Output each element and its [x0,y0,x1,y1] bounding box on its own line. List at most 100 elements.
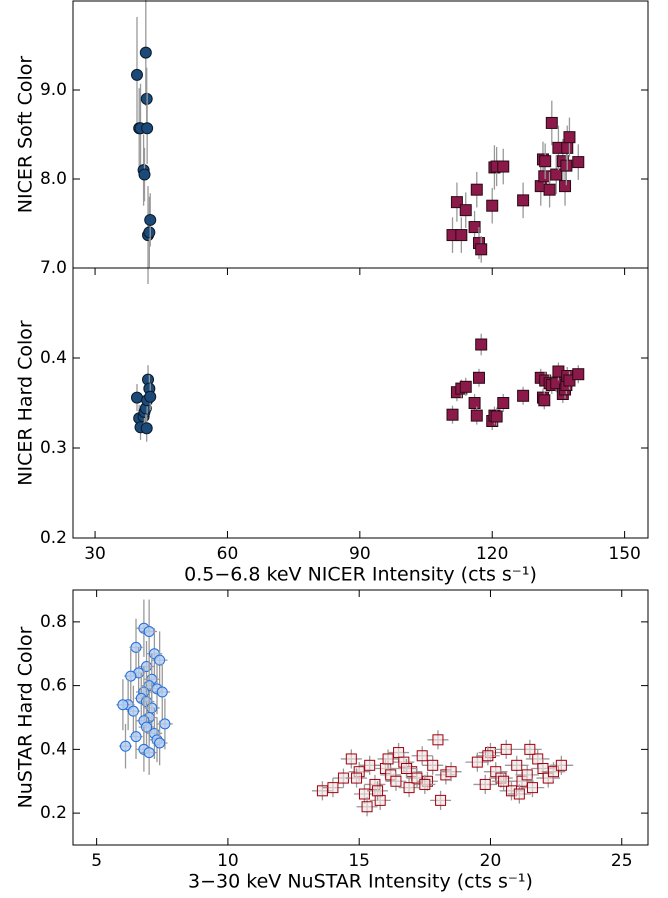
x-tick-label: 150 [608,544,640,564]
point [143,226,156,239]
point [500,743,512,755]
point [120,740,132,752]
point [143,747,155,759]
x-tick-label: 15 [348,851,370,871]
y-tick-label: 0.2 [40,803,67,823]
point [521,769,533,781]
point [450,196,463,209]
point [144,390,157,403]
point [403,782,415,794]
point [543,183,556,196]
point [445,766,457,778]
point [327,782,339,794]
point [130,68,143,81]
point [532,753,544,765]
point [411,772,423,784]
point [547,766,559,778]
point [482,750,494,762]
point [130,731,142,743]
point [486,199,499,212]
point [400,763,412,774]
point [345,753,357,765]
point [419,778,431,790]
point [538,394,551,407]
point [416,750,428,762]
point [561,141,574,154]
point [364,759,376,771]
point [130,391,143,404]
point [117,699,129,711]
point [545,116,558,129]
x-tick-label: 5 [91,851,102,871]
point [559,180,572,193]
point [470,183,483,196]
point [146,702,158,714]
point [125,670,137,682]
point [316,785,328,797]
point [393,747,405,759]
point [141,122,154,135]
point [517,389,530,402]
point [382,753,394,765]
plot-frame [72,589,649,846]
point [475,243,488,256]
point [471,756,483,768]
point [563,374,576,387]
point [127,705,139,717]
point [358,788,370,800]
x-axis-label: 0.5−6.8 keV NICER Intensity (cts s⁻¹) [184,564,537,586]
point [475,338,488,351]
point [154,654,166,666]
y-tick-label: 0.2 [40,528,67,548]
point [361,801,373,813]
point [517,194,530,207]
plot-frame [72,0,649,269]
point [497,160,510,173]
point [372,785,384,797]
point [538,170,551,183]
y-tick-label: 0.3 [40,438,67,458]
x-axis-label: 3−30 keV NuSTAR Intensity (cts s⁻¹) [188,871,533,893]
point [427,759,439,771]
point [468,397,481,409]
point [470,409,483,422]
point [140,422,153,435]
point [479,778,491,790]
point [130,641,142,653]
x-tick-label: 30 [84,544,106,564]
point [435,794,447,806]
point [513,788,525,800]
point [550,168,563,181]
x-tick-label: 60 [217,544,239,564]
point [351,772,363,784]
point [539,155,552,168]
y-tick-label: 0.6 [40,676,67,696]
y-axis-label: NICER Hard Color [15,320,37,486]
point [374,794,386,806]
point [560,159,573,172]
y-tick-label: 9.0 [40,80,67,100]
point [511,759,523,771]
x-tick-label: 90 [349,544,371,564]
point [143,625,155,637]
y-axis-label: NuSTAR Hard Color [15,626,37,808]
plot-frame [72,267,649,539]
point [468,221,481,234]
point [524,743,536,755]
point [455,229,468,242]
point [459,380,472,393]
point [138,168,151,181]
x-tick-label: 25 [611,851,633,871]
y-tick-label: 0.4 [40,739,67,759]
point [139,46,152,59]
x-tick-label: 10 [217,851,239,871]
point [156,686,168,698]
point [459,204,472,217]
point [446,408,459,421]
point [432,734,444,746]
y-tick-label: 8.0 [40,169,67,189]
point [563,131,576,144]
point [526,782,538,794]
point [159,718,171,730]
